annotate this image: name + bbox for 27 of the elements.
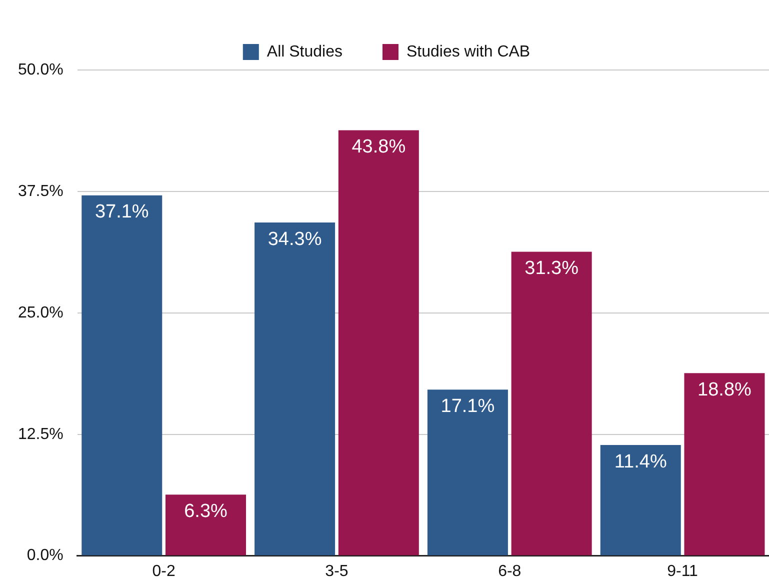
x-tick-label: 3-5	[325, 562, 348, 580]
bar	[684, 373, 765, 556]
y-tick-label: 0.0%	[26, 547, 64, 564]
data-label: 6.3%	[184, 500, 228, 522]
y-tick-label: 50.0%	[18, 61, 64, 78]
bar	[82, 195, 162, 556]
data-label: 43.8%	[352, 136, 406, 158]
x-tick-label: 6-8	[498, 562, 522, 580]
data-label: 34.3%	[268, 228, 322, 250]
data-label: 37.1%	[94, 202, 149, 223]
data-label: 31.3%	[524, 258, 579, 279]
y-tick-label: 37.5%	[18, 182, 64, 200]
bar	[166, 494, 246, 556]
data-label: 18.8%	[698, 379, 752, 400]
x-tick-label: 9-11	[667, 562, 698, 580]
bar	[338, 130, 419, 556]
bar	[511, 252, 592, 556]
legend-label: All Studies	[266, 43, 342, 60]
legend-label: Studies with CAB	[406, 43, 530, 60]
x-tick-label: 0-2	[152, 562, 176, 580]
y-tick-label: 25.0%	[18, 304, 64, 322]
data-label: 11.4%	[614, 451, 667, 472]
bar	[600, 445, 681, 556]
y-tick-label: 12.5%	[18, 426, 64, 443]
bar	[254, 222, 336, 556]
data-label: 17.1%	[440, 396, 495, 417]
bar	[427, 390, 508, 556]
